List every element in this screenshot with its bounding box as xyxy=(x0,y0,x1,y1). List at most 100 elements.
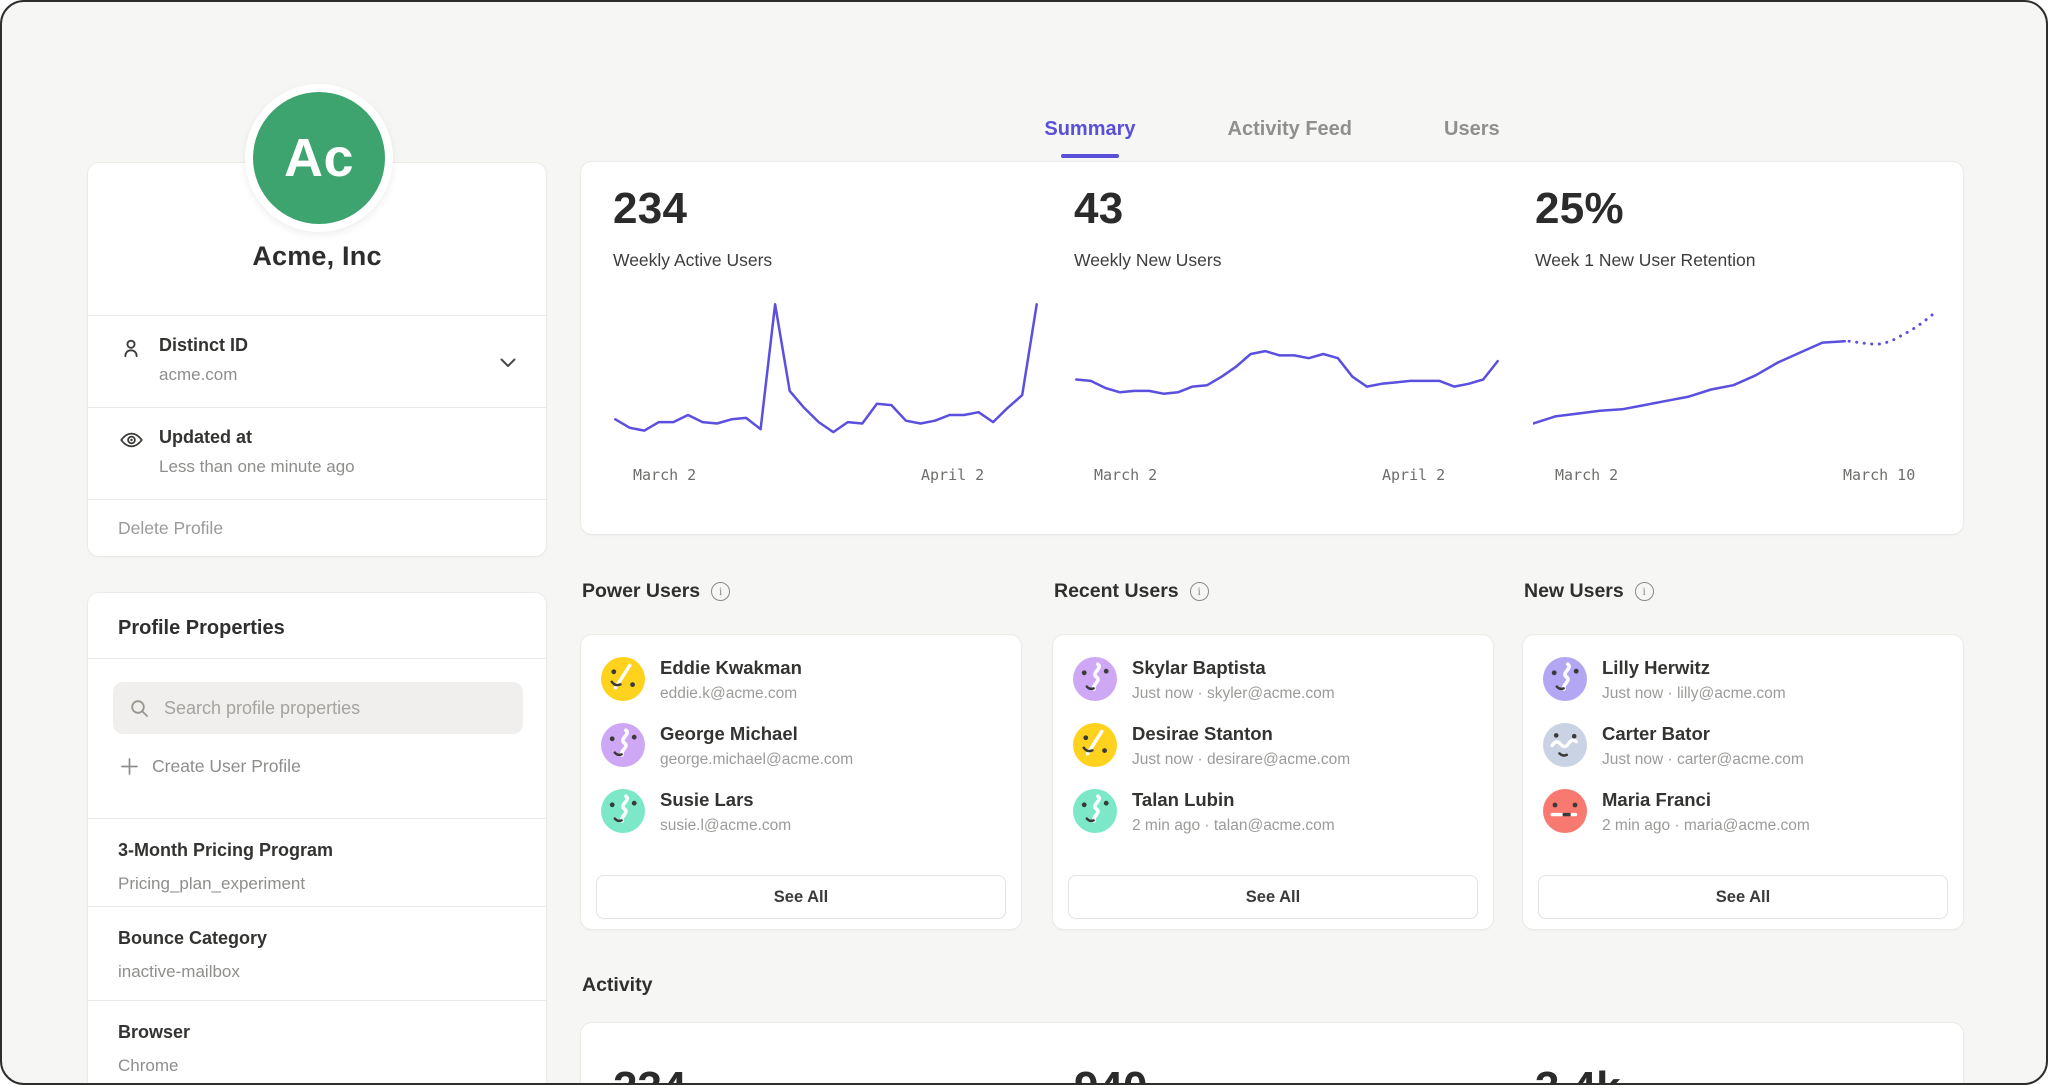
profile-properties-search[interactable] xyxy=(113,682,523,734)
property-value: Chrome xyxy=(118,1056,179,1075)
summary-stats-card: 234 Weekly Active Users March 2 April 2 … xyxy=(580,161,1964,535)
user-subtext: Just now · lilly@acme.com xyxy=(1602,685,1786,702)
stat-weekly-active-users: 234 Weekly Active Users March 2 April 2 xyxy=(581,162,1042,534)
property-item[interactable]: Browser Chrome xyxy=(88,1000,546,1083)
user-subtext: 2 min ago · maria@acme.com xyxy=(1602,817,1810,834)
plus-icon xyxy=(121,758,138,775)
updated-at-row: Updated at Less than one minute ago xyxy=(88,407,546,499)
info-icon[interactable]: i xyxy=(711,582,731,601)
tab-bar: Summary Activity Feed Users xyxy=(580,114,1964,154)
user-row[interactable]: Maria Franci 2 min ago · maria@acme.com xyxy=(1543,789,1810,835)
see-all-button[interactable]: See All xyxy=(1538,875,1948,919)
search-input[interactable] xyxy=(162,696,496,720)
stat-label: Week 1 New User Retention xyxy=(1535,250,1756,270)
x-tick: April 2 xyxy=(921,466,985,484)
property-value: inactive-mailbox xyxy=(118,962,240,981)
user-row[interactable]: Carter Bator Just now · carter@acme.com xyxy=(1543,723,1804,769)
weekly-new-users-sparkline xyxy=(1075,349,1499,395)
user-row[interactable]: Lilly Herwitz Just now · lilly@acme.com xyxy=(1543,657,1786,703)
delete-profile-button[interactable]: Delete Profile xyxy=(118,518,224,538)
x-axis-labels: March 2 March 10 xyxy=(1533,466,1963,486)
user-name: Desirae Stanton xyxy=(1132,723,1273,744)
user-name: Skylar Baptista xyxy=(1132,657,1266,678)
field-value: Less than one minute ago xyxy=(159,457,355,476)
user-subtext: Just now · carter@acme.com xyxy=(1602,751,1804,768)
stat-value: 25% xyxy=(1535,184,1624,233)
divider xyxy=(88,906,546,907)
property-label: 3-Month Pricing Program xyxy=(118,840,334,860)
user-avatar xyxy=(601,789,645,833)
field-label: Updated at xyxy=(159,427,253,447)
user-avatar xyxy=(1543,723,1587,767)
info-icon[interactable]: i xyxy=(1634,582,1654,601)
distinct-id-row[interactable]: Distinct ID acme.com xyxy=(88,315,546,407)
power-users-title: Power Users xyxy=(582,580,701,602)
user-name: Susie Lars xyxy=(660,789,754,810)
chevron-down-icon[interactable] xyxy=(500,355,516,373)
activity-title: Activity xyxy=(582,974,653,996)
user-name: Maria Franci xyxy=(1602,789,1711,810)
user-row[interactable]: Susie Lars susie.l@acme.com xyxy=(601,789,791,835)
user-name: Carter Bator xyxy=(1602,723,1710,744)
divider xyxy=(88,499,546,500)
user-name: Lilly Herwitz xyxy=(1602,657,1710,678)
activity-stat-value: 234 xyxy=(613,1063,686,1083)
tab-summary[interactable]: Summary xyxy=(1044,114,1135,154)
field-label: Distinct ID xyxy=(159,335,249,355)
weekly-active-users-sparkline xyxy=(614,303,1038,434)
user-name: George Michael xyxy=(660,723,798,744)
property-label: Bounce Category xyxy=(118,928,268,948)
profile-properties-title: Profile Properties xyxy=(118,617,285,639)
property-item[interactable]: Bounce Category inactive-mailbox xyxy=(88,906,546,1000)
user-row[interactable]: Eddie Kwakman eddie.k@acme.com xyxy=(601,657,802,703)
user-row[interactable]: George Michael george.michael@acme.com xyxy=(601,723,853,769)
new-users-title: New Users xyxy=(1524,580,1624,602)
user-avatar xyxy=(601,657,645,701)
create-user-profile-label: Create User Profile xyxy=(152,756,301,776)
power-users-header: Power Users i xyxy=(582,580,731,603)
user-name: Eddie Kwakman xyxy=(660,657,802,678)
see-all-button[interactable]: See All xyxy=(1068,875,1478,919)
recent-users-title: Recent Users xyxy=(1054,580,1179,602)
property-value: Pricing_plan_experiment xyxy=(118,874,306,893)
user-avatar xyxy=(601,723,645,767)
recent-users-header: Recent Users i xyxy=(1054,580,1209,603)
tab-activity-feed[interactable]: Activity Feed xyxy=(1227,118,1353,140)
divider xyxy=(88,407,546,408)
stat-label: Weekly Active Users xyxy=(613,250,773,270)
x-axis-labels: March 2 April 2 xyxy=(1072,466,1502,486)
company-avatar: Ac xyxy=(245,84,393,232)
user-row[interactable]: Skylar Baptista Just now · skyler@acme.c… xyxy=(1073,657,1335,703)
user-row[interactable]: Talan Lubin 2 min ago · talan@acme.com xyxy=(1073,789,1335,835)
x-tick: March 2 xyxy=(1555,466,1619,484)
activity-stat-value: 3.4k xyxy=(1535,1063,1621,1083)
see-all-button[interactable]: See All xyxy=(596,875,1006,919)
search-icon xyxy=(129,698,150,719)
stat-value: 234 xyxy=(613,184,688,233)
stat-value: 43 xyxy=(1074,184,1124,233)
x-axis-labels: March 2 April 2 xyxy=(611,466,1041,486)
user-subtext: Just now · desirare@acme.com xyxy=(1132,751,1351,768)
user-subtext: eddie.k@acme.com xyxy=(660,685,798,702)
user-row[interactable]: Desirae Stanton Just now · desirare@acme… xyxy=(1073,723,1350,769)
user-name: Talan Lubin xyxy=(1132,789,1235,810)
new-users-card: Lilly Herwitz Just now · lilly@acme.com … xyxy=(1522,634,1964,930)
power-users-card: Eddie Kwakman eddie.k@acme.com George Mi… xyxy=(580,634,1022,930)
new-users-header: New Users i xyxy=(1524,580,1654,603)
activity-card: 234 940 3.4k xyxy=(580,1022,1964,1083)
create-user-profile-button[interactable]: Create User Profile xyxy=(121,756,301,777)
activity-stat-value: 940 xyxy=(1074,1063,1147,1083)
user-subtext: susie.l@acme.com xyxy=(660,817,792,834)
user-avatar xyxy=(1073,789,1117,833)
tab-users[interactable]: Users xyxy=(1444,118,1500,140)
property-item[interactable]: 3-Month Pricing Program Pricing_plan_exp… xyxy=(88,818,546,906)
info-icon[interactable]: i xyxy=(1189,582,1209,601)
field-value: acme.com xyxy=(159,365,238,384)
divider xyxy=(88,818,546,819)
user-avatar xyxy=(1543,657,1587,701)
x-tick: March 2 xyxy=(633,466,697,484)
user-subtext: Just now · skyler@acme.com xyxy=(1132,685,1335,702)
person-icon xyxy=(118,336,146,407)
company-name: Acme, Inc xyxy=(252,241,382,271)
user-subtext: 2 min ago · talan@acme.com xyxy=(1132,817,1335,834)
